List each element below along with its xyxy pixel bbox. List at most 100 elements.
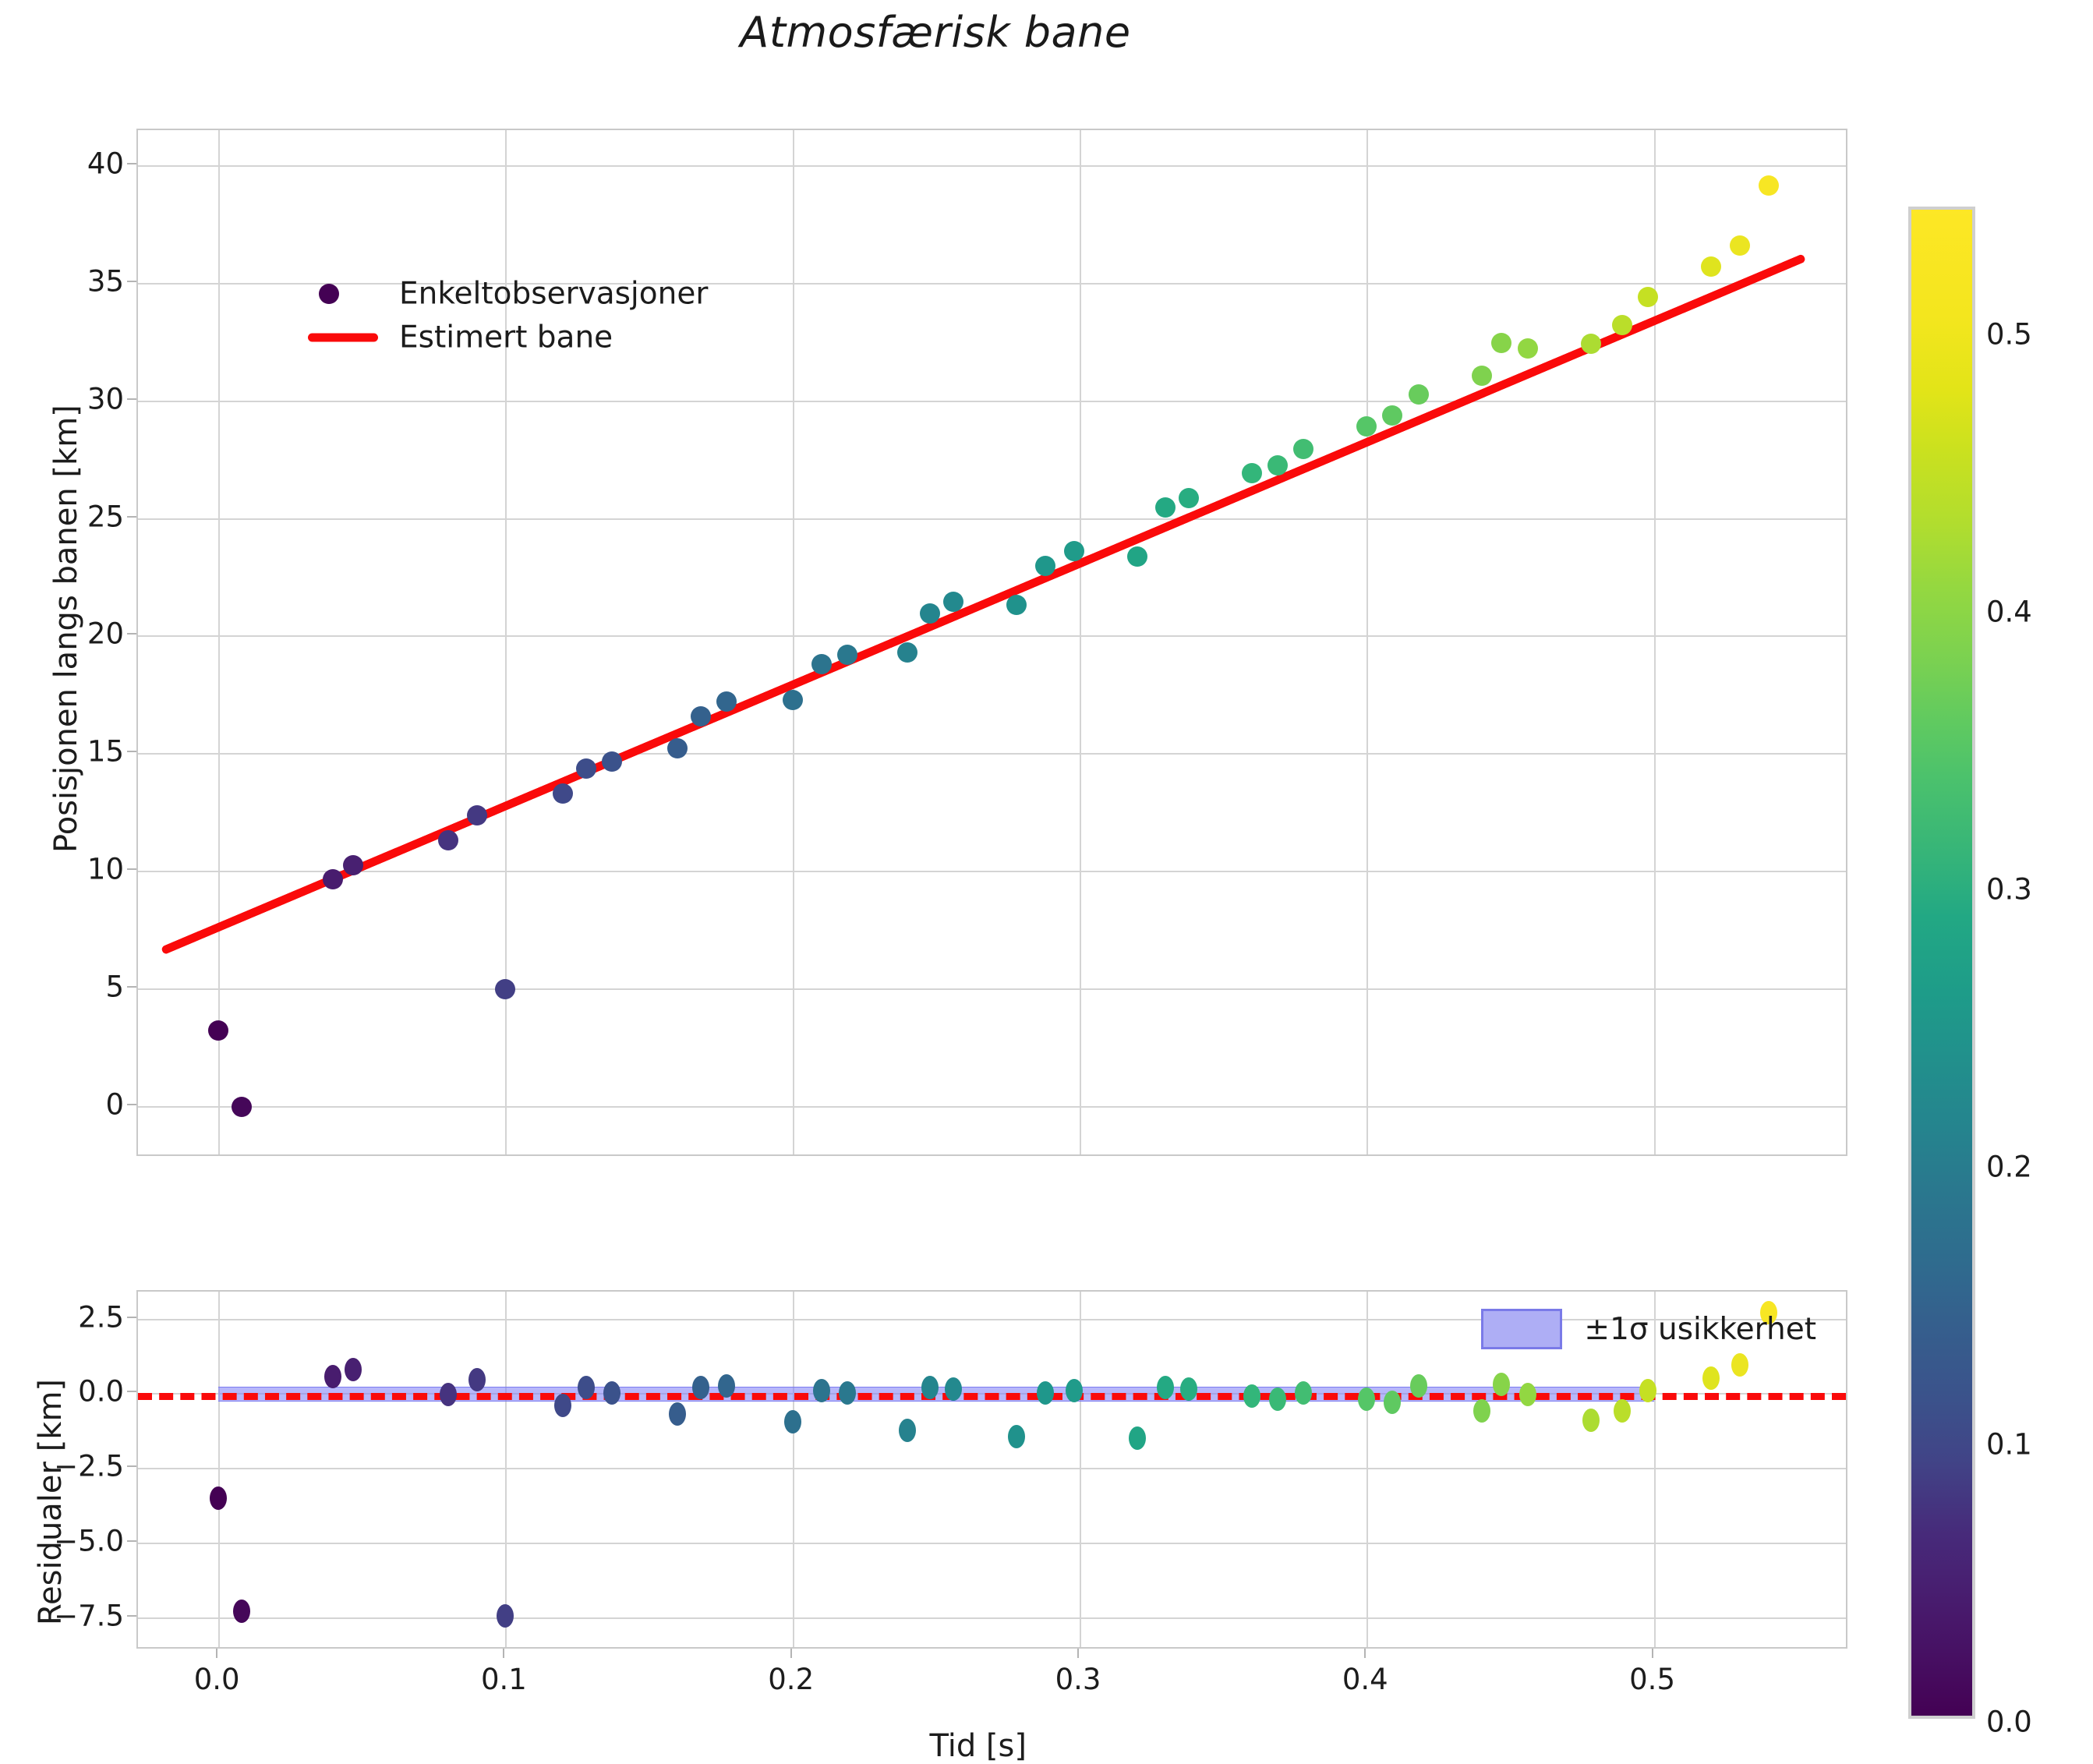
residual-y-tick: 2.5 [78,1300,124,1334]
residual-gridline-h [138,1617,1846,1619]
main-gridline-v [792,130,794,1154]
residual-point [1269,1388,1287,1411]
main-plot-area [138,130,1846,1154]
residual-point [1518,1383,1536,1407]
legend-label-sigma-band: ±1σ usikkerhet [1584,1311,1816,1347]
main-y-tick: 35 [87,264,124,299]
data-point [1063,540,1084,561]
main-y-tick: 20 [87,617,124,651]
data-point [466,805,487,826]
residual-point [1614,1399,1632,1423]
data-point [495,979,516,1000]
residual-point [1157,1375,1175,1399]
residual-y-tickmark [127,1540,136,1542]
residual-point [468,1368,486,1392]
colorbar-tick: 0.0 [1986,1705,2032,1739]
colorbar-gradient: 0.0 0.1 0.2 0.3 0.4 0.5 [1908,207,2032,1739]
residual-point [345,1357,362,1381]
data-point [1155,497,1176,518]
residual-gridline-h [138,1543,1846,1544]
x-tickmark [503,1649,505,1658]
main-gridline-h [138,400,1846,402]
residual-point [944,1377,962,1401]
data-point [1034,556,1055,577]
data-point [1580,334,1601,355]
data-point [1471,366,1492,387]
residual-point [1384,1390,1402,1414]
residual-point [1731,1352,1749,1377]
residual-point [783,1409,801,1433]
residual-point [1409,1373,1427,1398]
main-y-tick: 5 [105,970,124,1004]
data-point [811,653,832,674]
main-gridline-v [1366,130,1369,1154]
residual-gridline-v [792,1292,794,1647]
x-tickmark [1364,1649,1366,1658]
data-point [1730,235,1751,256]
data-point [716,691,737,712]
main-y-tick: 10 [87,852,124,886]
main-y-tick: 0 [105,1087,124,1122]
data-point [667,738,688,759]
data-point [437,829,458,850]
main-y-tick: 30 [87,382,124,416]
data-point [1267,454,1289,475]
legend-entry-observations: Enkeltobservasjoner [294,274,708,313]
data-point [1612,315,1633,336]
residual-gridline-v [505,1292,507,1647]
residual-legend: ±1σ usikkerhet [1481,1309,1816,1349]
figure-title: Atmosfærisk bane [740,8,1131,57]
main-gridline-h [138,1105,1846,1108]
main-legend: Enkeltobservasjoner Estimert bane [294,274,708,360]
data-point [343,854,364,875]
colorbar-tick: 0.5 [1986,317,2032,352]
residual-y-tick: −5.0 [54,1524,124,1558]
main-gridline-h [138,635,1846,638]
x-axis-label: Tid [s] [929,1728,1027,1764]
residual-point [838,1381,856,1405]
main-gridline-v [1079,130,1081,1154]
data-point [601,751,622,772]
colorbar-tick: 0.4 [1986,595,2032,629]
data-point [1638,287,1659,308]
residual-point [1007,1424,1025,1448]
x-tick: 0.3 [1055,1663,1101,1696]
residual-point [1582,1408,1600,1432]
data-point [1356,416,1377,437]
residual-point [1128,1426,1146,1450]
residual-point [497,1603,514,1628]
data-point [1293,438,1314,459]
x-tick: 0.4 [1342,1663,1388,1696]
data-point [942,591,963,612]
data-point [1241,463,1262,484]
data-point [1758,175,1779,196]
x-tick: 0.1 [480,1663,527,1696]
residual-point [691,1375,709,1399]
residual-y-tickmark [127,1614,136,1617]
residual-point [1179,1377,1197,1401]
residual-point [717,1373,735,1398]
main-y-tickmark [127,1103,136,1105]
residual-point [921,1375,939,1399]
residual-point [1759,1300,1777,1324]
data-point [920,603,941,624]
data-point [1517,338,1538,359]
colorbar-tick: 0.1 [1986,1427,2032,1462]
main-y-tick: 25 [87,500,124,534]
residual-point [1358,1388,1376,1411]
residual-plot-area [138,1292,1846,1647]
data-point [1126,546,1147,567]
residual-point [210,1486,228,1510]
data-point [575,758,596,779]
residual-y-axis-label: Residualer [km] [33,1378,69,1625]
colorbar: 0.0 0.1 0.2 0.3 0.4 0.5 [1908,207,2032,1739]
residual-gridline-v [1079,1292,1081,1647]
data-point [231,1097,252,1118]
legend-marker-dot [319,284,339,304]
main-y-tickmark [127,515,136,518]
residual-point [324,1365,342,1389]
residual-point [1639,1378,1657,1402]
residual-y-tick: −7.5 [54,1599,124,1633]
main-y-tickmark [127,868,136,871]
residual-axes: ±1σ usikkerhet [136,1290,1847,1649]
